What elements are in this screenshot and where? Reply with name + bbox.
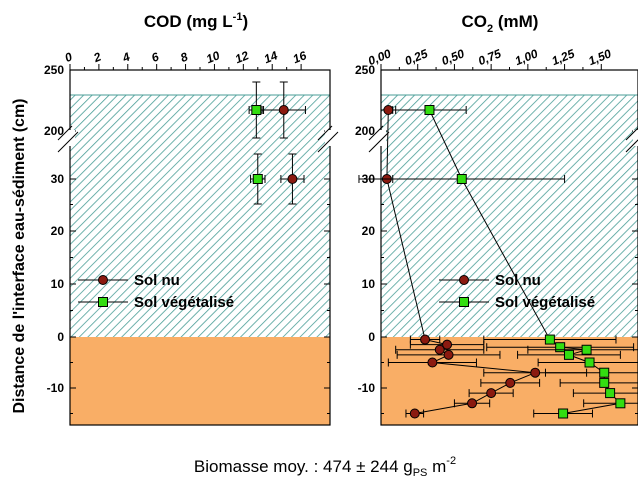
- cod-x-tick-label: 14: [262, 48, 280, 66]
- cod-title: COD (mg L-1): [144, 11, 248, 31]
- co2-y-tick-label: 200: [355, 124, 375, 138]
- co2-point-sol-vegetalise: [424, 105, 435, 115]
- cod-x-tick-label: 8: [178, 49, 190, 65]
- co2-point-sol-nu: [505, 377, 516, 388]
- co2-point-sol-vegetalise: [599, 377, 610, 388]
- co2-legend-label-0: Sol nu: [495, 272, 541, 289]
- cod-x-tick-label: 10: [204, 48, 222, 66]
- co2-point-sol-vegetalise: [599, 367, 610, 378]
- co2-point-sol-nu: [442, 339, 453, 350]
- cod-point-sol-vegetalise: [252, 174, 263, 184]
- cod-legend-marker-sol-nu: [98, 275, 108, 285]
- co2-point-sol-nu: [420, 334, 431, 345]
- co2-title: CO2 (mM): [462, 12, 539, 35]
- cod-x-tick-label: 4: [120, 49, 133, 65]
- cod-axis-break-gap-left: [65, 130, 75, 146]
- cod-y-tick-label: 30: [51, 172, 65, 186]
- cod-point-sol-vegetalise: [251, 105, 262, 115]
- co2-point-sol-vegetalise: [544, 334, 555, 345]
- cod-sediment-zone: [70, 337, 330, 425]
- co2-point-sol-nu: [383, 105, 394, 115]
- cod-air-zone: [70, 70, 330, 95]
- cod-y-tick-label: 200: [44, 124, 64, 138]
- co2-point-sol-vegetalise: [558, 408, 569, 419]
- cod-y-tick-label: 250: [44, 63, 64, 77]
- co2-x-tick-label: 0,75: [476, 46, 503, 68]
- cod-x-tick-label: 12: [233, 48, 251, 66]
- co2-point-sol-vegetalise: [584, 357, 595, 368]
- co2-point-sol-nu: [486, 388, 497, 399]
- co2-point-sol-nu: [443, 349, 454, 360]
- co2-point-sol-vegetalise: [615, 398, 626, 409]
- co2-point-sol-vegetalise: [581, 344, 592, 355]
- co2-x-tick-label: 0,25: [403, 46, 430, 68]
- cod-axis-break-mark-left: [57, 131, 79, 153]
- cod-y-tick-label: -10: [47, 381, 65, 395]
- cod-x-tick-label: 2: [91, 49, 104, 65]
- co2-legend-marker-sol-nu: [459, 275, 469, 285]
- footer-biomass: Biomasse moy. : 474 ± 244 gPS m-2: [194, 455, 456, 478]
- co2-axis-break-mark-left: [368, 125, 384, 141]
- cod-y-tick-label: 20: [51, 224, 65, 238]
- co2-point-sol-nu: [530, 367, 541, 378]
- co2-point-sol-nu: [409, 408, 420, 419]
- co2-legend-label-1: Sol végétalisé: [495, 294, 595, 311]
- co2-y-tick-label: 250: [355, 63, 375, 77]
- cod-x-tick-label: 0: [63, 49, 75, 65]
- cod-axis-break-gap-right: [325, 130, 335, 146]
- co2-y-tick-label: -10: [358, 381, 376, 395]
- co2-x-tick-label: 1,50: [586, 46, 613, 68]
- cod-point-sol-nu: [287, 174, 298, 184]
- co2-y-tick-label: 0: [368, 330, 375, 344]
- co2-point-sol-nu: [467, 398, 478, 409]
- co2-legend-marker-sol-vegetalise: [459, 297, 469, 307]
- cod-x-tick-label: 16: [291, 48, 309, 66]
- co2-panel: 0,00 0,25 0,50 0,75 1,00 1,25 1,50250200302010…: [355, 46, 638, 426]
- co2-point-sol-vegetalise: [563, 349, 574, 360]
- cod-point-sol-nu: [278, 105, 289, 115]
- co2-water-zone: [381, 95, 638, 337]
- cod-water-zone: [70, 95, 330, 337]
- cod-legend-label-1: Sol végétalisé: [134, 294, 234, 311]
- cod-axis-break-mark-right: [317, 125, 333, 141]
- cod-x-tick-label: 6: [149, 49, 161, 65]
- cod-y-tick-label: 0: [57, 330, 64, 344]
- cod-legend-marker-sol-vegetalise: [98, 297, 108, 307]
- y-axis-label: Distance de l'interface eau-sédiment (cm…: [11, 98, 28, 413]
- cod-axis-break-mark-left: [57, 125, 73, 141]
- co2-y-tick-label: 10: [362, 277, 376, 291]
- co2-axis-break-gap-left: [376, 130, 386, 146]
- co2-axis-break-gap-right: [633, 130, 638, 146]
- co2-x-tick-label: 1,25: [550, 46, 577, 68]
- cod-axis-break-mark-right: [317, 131, 339, 153]
- co2-x-tick-label: 0,50: [439, 46, 466, 68]
- cod-y-tick-label: 10: [51, 277, 65, 291]
- co2-point-sol-vegetalise: [456, 174, 467, 184]
- co2-y-tick-label: 20: [362, 224, 376, 238]
- co2-point-sol-vegetalise: [605, 388, 616, 399]
- co2-point-sol-vegetalise: [555, 342, 566, 353]
- co2-axis-break-mark-right: [625, 139, 638, 153]
- co2-point-sol-nu: [434, 344, 445, 355]
- co2-point-sol-nu: [427, 357, 438, 368]
- co2-air-zone: [381, 70, 638, 95]
- co2-x-tick-label: 1,00: [513, 46, 540, 68]
- cod-legend-label-0: Sol nu: [134, 272, 180, 289]
- co2-axis-break-mark-left: [368, 131, 390, 153]
